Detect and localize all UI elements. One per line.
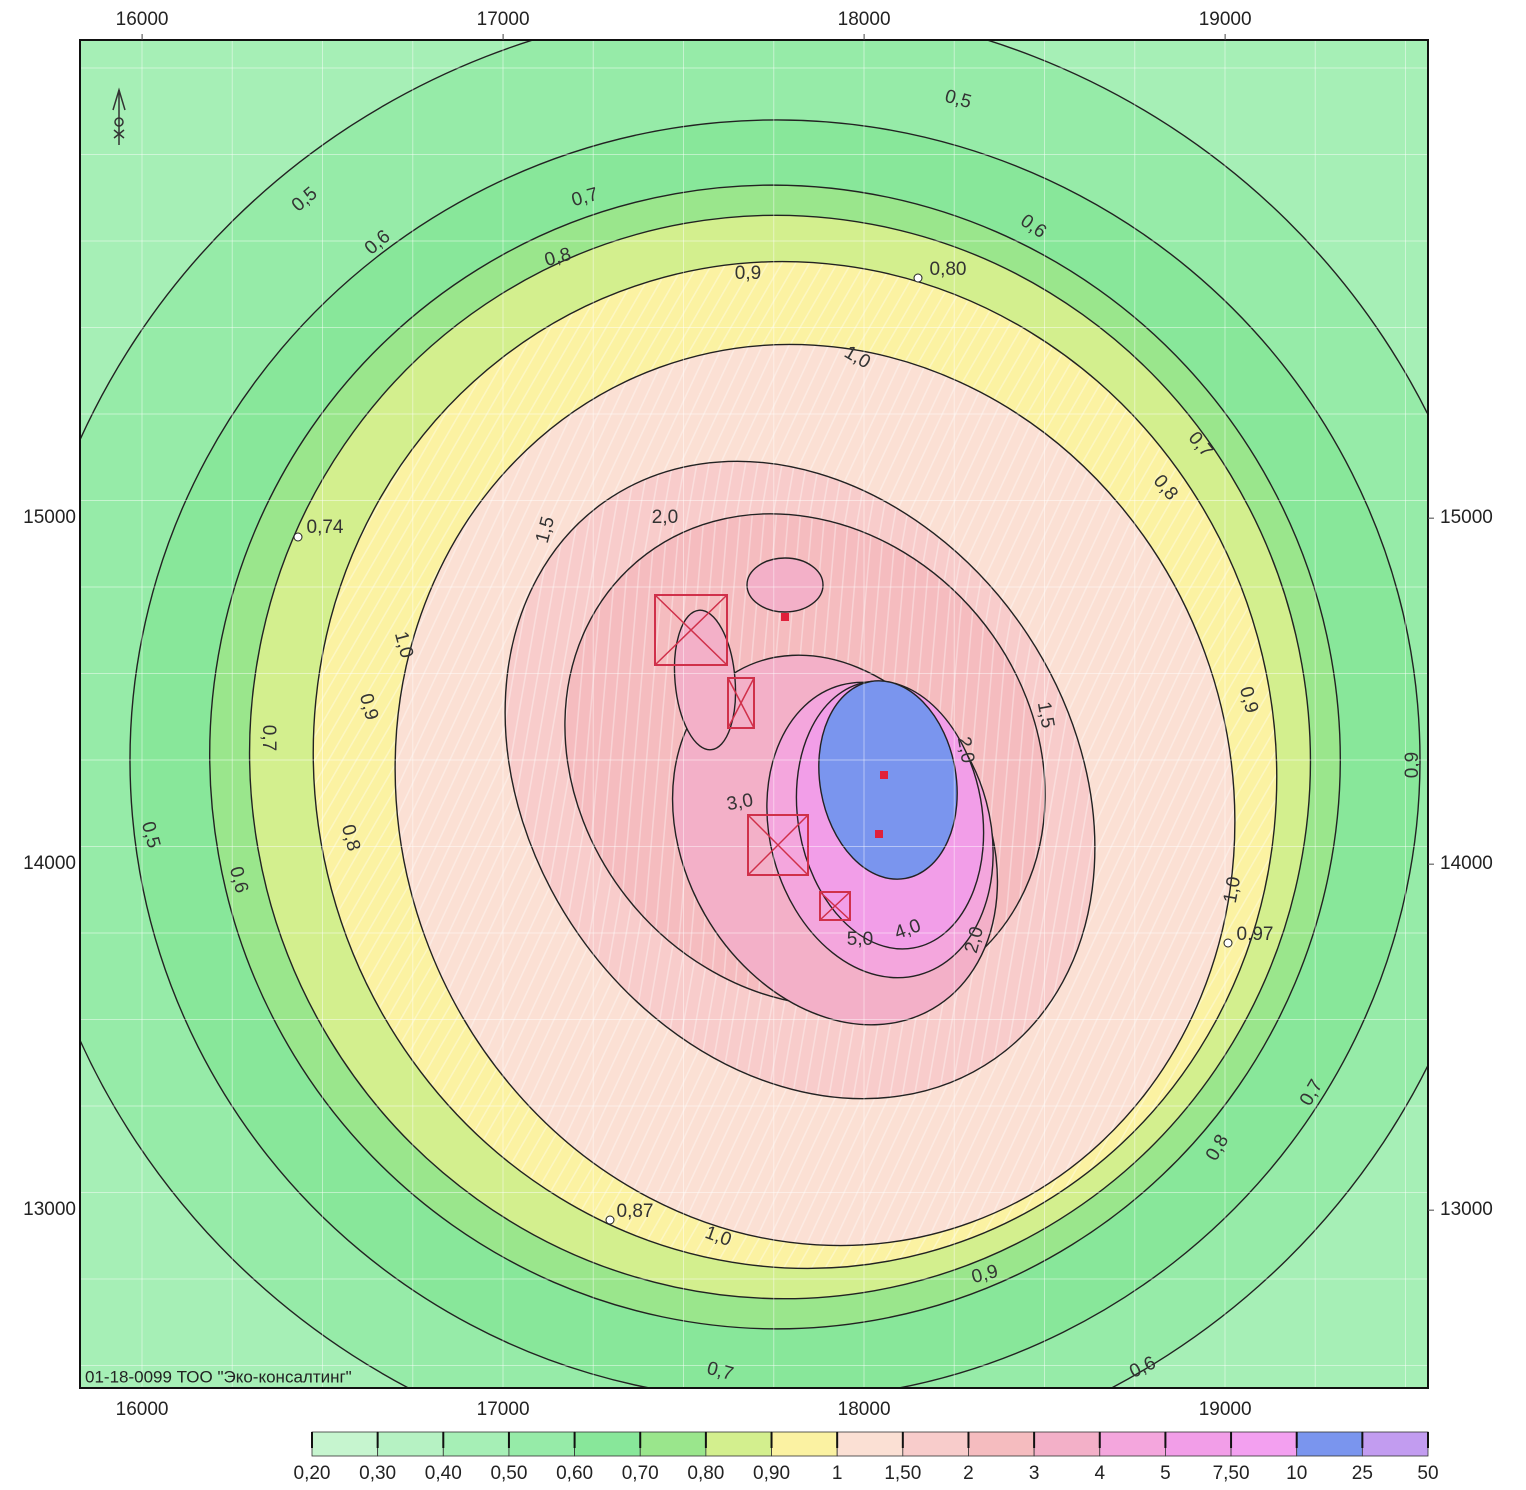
legend-swatch xyxy=(377,1431,444,1457)
source-cross xyxy=(727,677,755,729)
contour-label: 0,80 xyxy=(930,259,967,280)
legend-swatch xyxy=(1099,1431,1166,1457)
source-cross xyxy=(747,814,809,876)
contour-label: 0,87 xyxy=(617,1201,654,1222)
legend-swatch xyxy=(1230,1431,1298,1457)
point-marker xyxy=(605,1215,615,1225)
contour-label: 1,5 xyxy=(1033,700,1058,730)
legend-label: 1,50 xyxy=(884,1463,921,1484)
contour-band xyxy=(747,558,823,612)
x-tick-label: 16000 xyxy=(116,1399,169,1420)
y-tick-label: 14000 xyxy=(1440,853,1493,874)
contour-label: 0,97 xyxy=(1237,924,1274,945)
contour-label: 1,0 xyxy=(1220,875,1245,905)
receptor xyxy=(875,830,883,838)
contour-band xyxy=(674,610,736,750)
source-site xyxy=(819,891,851,921)
contour-line xyxy=(248,214,1312,1300)
legend-swatch xyxy=(1296,1431,1363,1457)
contour-label: 0,74 xyxy=(307,517,344,538)
legend-label: 2 xyxy=(963,1463,974,1484)
legend-swatch xyxy=(1033,1431,1101,1457)
source-site xyxy=(747,814,809,876)
source-site xyxy=(727,677,755,729)
contour-label: 0,9 xyxy=(1402,752,1423,778)
legend-label: 0,30 xyxy=(359,1463,396,1484)
contour-label: 2,0 xyxy=(652,507,678,528)
legend-label: 10 xyxy=(1286,1463,1307,1484)
x-tick-label: 19000 xyxy=(1199,9,1252,30)
contour-line xyxy=(129,119,1421,1388)
contour-line xyxy=(209,184,1341,1330)
legend-swatch xyxy=(705,1431,772,1457)
legend-swatch xyxy=(836,1431,904,1457)
x-tick-label: 17000 xyxy=(477,9,530,30)
legend-swatch xyxy=(1165,1431,1232,1457)
point-marker xyxy=(293,532,303,542)
legend-label: 0,40 xyxy=(425,1463,462,1484)
legend-label: 3 xyxy=(1029,1463,1040,1484)
y-tick-label: 13000 xyxy=(1440,1199,1493,1220)
contour-line xyxy=(766,681,994,979)
contour-band xyxy=(818,680,958,880)
x-tick-label: 16000 xyxy=(116,9,169,30)
legend-label: 0,90 xyxy=(753,1463,790,1484)
contour-line xyxy=(394,343,1236,1247)
x-tick-label: 18000 xyxy=(838,9,891,30)
contour-label: 2,0 xyxy=(953,735,978,765)
point-marker xyxy=(913,273,923,283)
x-tick-label: 18000 xyxy=(838,1399,891,1420)
legend-label: 0,20 xyxy=(294,1463,331,1484)
receptor xyxy=(781,613,789,621)
legend-label: 0,80 xyxy=(687,1463,724,1484)
contour-line xyxy=(504,460,1096,1100)
credit: 01-18-0099 ТОО "Эко-консалтинг" xyxy=(85,1367,352,1386)
contour-label: 3,0 xyxy=(725,790,755,815)
contour-label: 0,9 xyxy=(735,263,761,284)
contour-line xyxy=(312,260,1278,1270)
legend-label: 4 xyxy=(1094,1463,1105,1484)
legend-label: 0,50 xyxy=(490,1463,527,1484)
legend-label: 50 xyxy=(1417,1463,1438,1484)
legend-label: 25 xyxy=(1352,1463,1373,1484)
y-tick-label: 14000 xyxy=(23,853,76,874)
legend-swatch xyxy=(311,1431,379,1457)
receptor xyxy=(880,771,888,779)
point-marker xyxy=(1223,938,1233,948)
legend-label: 0,60 xyxy=(556,1463,593,1484)
source-site xyxy=(654,594,728,666)
legend-swatch xyxy=(902,1431,969,1457)
legend-swatch xyxy=(1361,1431,1429,1457)
legend-label: 7,50 xyxy=(1213,1463,1250,1484)
contour-label: 0,7 xyxy=(258,725,279,751)
legend-swatch xyxy=(771,1431,838,1457)
contour-label: 5,0 xyxy=(847,929,873,950)
y-tick-label: 13000 xyxy=(23,1199,76,1220)
legend-swatch xyxy=(574,1431,641,1457)
map-frame xyxy=(79,39,1429,1389)
contour-line xyxy=(746,557,824,613)
y-tick-label: 15000 xyxy=(1440,507,1493,528)
north-arrow xyxy=(112,87,126,145)
legend-label: 0,70 xyxy=(622,1463,659,1484)
legend-label: 1 xyxy=(832,1463,843,1484)
x-tick-label: 17000 xyxy=(477,1399,530,1420)
contour-line xyxy=(818,680,958,880)
legend-swatch xyxy=(508,1431,575,1457)
legend-label: 5 xyxy=(1160,1463,1171,1484)
legend-swatch xyxy=(639,1431,707,1457)
y-tick-label: 15000 xyxy=(23,507,76,528)
source-cross xyxy=(819,891,851,921)
source-cross xyxy=(654,594,728,666)
legend-swatch xyxy=(442,1431,510,1457)
x-tick-label: 19000 xyxy=(1199,1399,1252,1420)
map-area: 0,50,50,60,70,80,9 0,800,61,00,70,80,74 1,… xyxy=(80,40,1428,1388)
legend-swatch xyxy=(968,1431,1035,1457)
